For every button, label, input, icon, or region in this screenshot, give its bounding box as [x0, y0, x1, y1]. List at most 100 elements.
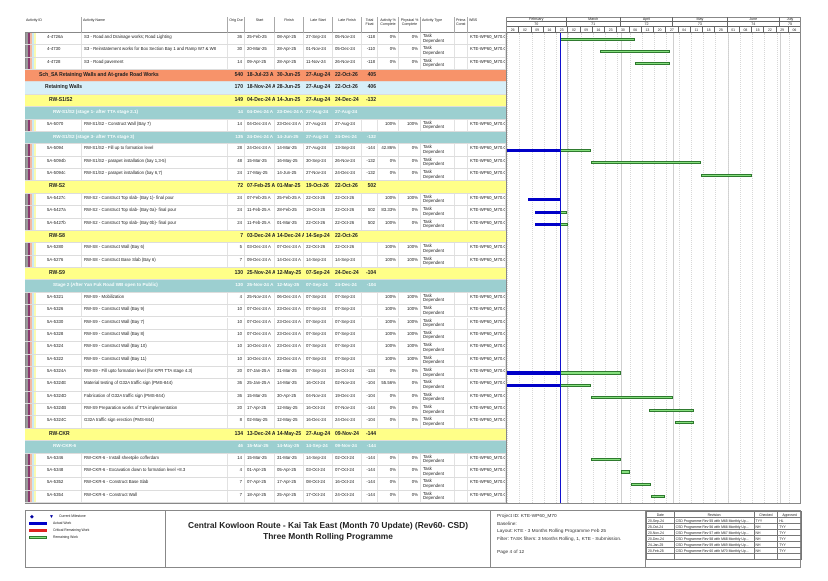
- remaining-work-bar[interactable]: [559, 148, 591, 153]
- wbs-band-row[interactable]: RW-CKR 134 13-Dec-24 A 14-May-25 27-Aug-24 09…: [25, 428, 506, 442]
- activity-row[interactable]: 5A-5352 RW-CKR-6 - Construct Base Slab 7 07…: [25, 478, 506, 491]
- activity-row[interactable]: 5A-5348 RW-CKR-6 - Excavation down to for…: [25, 465, 506, 479]
- cell-late-finish: 09-Nov-24: [335, 443, 357, 449]
- actual-work-bar-icon: [29, 521, 47, 525]
- actual-work-bar[interactable]: [507, 371, 560, 375]
- col-activity-pct[interactable]: Activity % Complete: [378, 17, 399, 33]
- wbs-band-row[interactable]: RW-S1/S2 149 04-Dec-24 A 14-Jun-25 27-Aug-24…: [25, 94, 506, 108]
- activity-row[interactable]: 5A-5324C G32A traffic sign erection (PMS-…: [25, 416, 506, 429]
- activity-row[interactable]: 5A-5324B RW-S9 Preparation works of TTA i…: [25, 404, 506, 417]
- wbs-band-row[interactable]: RW-S2 72 07-Feb-25 A 01-Mar-25 19-Oct-26 22-O…: [25, 181, 506, 194]
- cell-wbs: [468, 70, 506, 81]
- remaining-work-bar[interactable]: [591, 458, 621, 462]
- activity-row[interactable]: 5A-5276 RW-S8 - Construct Base Slab (Bay …: [25, 255, 506, 269]
- cell-late-finish: 07-Sep-24: [333, 329, 362, 342]
- activity-row[interactable]: 5A-5094 RW-S1/S2 - Fill up to formation l…: [25, 144, 506, 157]
- cell-act-pct: [378, 181, 399, 192]
- actual-work-bar[interactable]: [507, 148, 560, 153]
- cell-name: RW-S9: [49, 270, 65, 277]
- cell-name: Fabrication of G32A traffic sign (PMS-84…: [82, 391, 228, 404]
- col-late-start[interactable]: Late Start: [304, 17, 333, 33]
- wbs-band-row[interactable]: RW-S1/S2 (stage 3- after TTA stage 3) 135…: [25, 131, 506, 145]
- activity-row[interactable]: 5A-5094b RW-S1/S2 - parapet installation …: [25, 156, 506, 170]
- activity-row[interactable]: 4-4730 S3 - Reinstatement works for Box S…: [25, 45, 506, 58]
- wbs-band-row[interactable]: RW-S1/S2 (stage 1- after TTA stage 2.1) 1…: [25, 107, 506, 120]
- remaining-work-bar[interactable]: [591, 161, 702, 165]
- col-wbs[interactable]: WBS: [469, 18, 478, 22]
- col-physical-pct[interactable]: Physical % Complete: [399, 17, 421, 33]
- remaining-work-bar[interactable]: [620, 470, 630, 474]
- col-total-float[interactable]: Total Float: [362, 17, 378, 33]
- activity-row[interactable]: 4-4728 S3 - Road pavement 14 09-Apr-25 28-Ap…: [25, 57, 506, 71]
- cell-dur: 4: [228, 465, 245, 478]
- cell-act-type: Task Dependent: [421, 453, 455, 465]
- wbs-band-row[interactable]: RW-S9 130 25-Nov-24 A 12-May-25 07-Sep-24 24-…: [25, 268, 506, 281]
- cell-act-pct: 0%: [378, 465, 399, 478]
- activity-row[interactable]: 5A-5070 RW-S1/S2 - Construct Wall (Bay 7)…: [25, 119, 506, 132]
- cell-phys-pct: 100%: [399, 292, 421, 305]
- activity-row[interactable]: 5A-5094c RW-S1/S2 - parapet installation …: [25, 169, 506, 182]
- remaining-work-bar[interactable]: [559, 371, 621, 375]
- cell-pc: [455, 132, 468, 143]
- actual-work-bar[interactable]: [507, 383, 560, 388]
- activity-row[interactable]: 5A-5280 RW-S8 - Construct Wall (Bay 6) 5 03…: [25, 243, 506, 256]
- col-primary-constraint[interactable]: Prima Const: [455, 17, 468, 33]
- col-activity-id[interactable]: Activity ID: [25, 17, 82, 33]
- remaining-work-bar[interactable]: [591, 396, 674, 400]
- actual-work-bar[interactable]: [535, 210, 560, 214]
- activity-row[interactable]: 5A-5324 RW-S9 - Construct Wall (Bay 10) 10…: [25, 342, 506, 355]
- cell-late-start: 07-Sep-24: [304, 329, 333, 342]
- remaining-work-bar[interactable]: [559, 37, 635, 41]
- col-start[interactable]: Start: [245, 17, 275, 33]
- cell-wbs: [468, 132, 506, 143]
- activity-row[interactable]: 5A-5427a RW-S2 - Construct Top slab- (Bay…: [25, 206, 506, 219]
- col-orig-dur[interactable]: Orig Dur: [228, 17, 245, 33]
- activity-row[interactable]: 5A-5354 RW-CKR-6 - Construct Wall 7 18-Apr-…: [25, 490, 506, 504]
- col-activity-name[interactable]: Activity Name: [82, 17, 228, 33]
- cell-name: Stage 2 (After Yan Fuk Road WB open to P…: [53, 282, 158, 288]
- activity-row[interactable]: 5A-5326 RW-S9 - Construct Wall (Bay 9) 10 0…: [25, 305, 506, 318]
- wbs-band-row[interactable]: RW-S8 7 03-Dec-24 A 14-Dec-24 A 14-Sep-24 22-…: [25, 230, 506, 244]
- activity-row[interactable]: 5A-5324E Material testing of G32A traffic…: [25, 379, 506, 392]
- activity-row[interactable]: 5A-5427b RW-S2 - Construct Top slab- (Bay…: [25, 218, 506, 231]
- remaining-work-bar[interactable]: [634, 62, 670, 66]
- remaining-work-bar[interactable]: [675, 420, 695, 425]
- cell-dur: 24: [228, 206, 245, 218]
- wbs-band-row[interactable]: Retaining Walls 170 18-Nov-24 A 28-Jun-25 27…: [25, 82, 506, 95]
- remaining-work-bar[interactable]: [701, 173, 752, 177]
- activity-row[interactable]: 5A-5324D Fabrication of G32A traffic sign…: [25, 391, 506, 405]
- remaining-work-bar[interactable]: [599, 49, 670, 54]
- actual-work-bar[interactable]: [528, 198, 562, 202]
- wbs-band-row[interactable]: RW-CKR-6 46 15-Mar-25 14-May-25 14-Sep-24 09-…: [25, 441, 506, 454]
- cell-start: 11-Feb-25 A: [245, 218, 275, 230]
- activity-row[interactable]: 4-4726a S3 - Road and Drainage works; Roa…: [25, 33, 506, 46]
- actual-work-bar[interactable]: [535, 223, 560, 227]
- remaining-work-bar[interactable]: [559, 383, 591, 388]
- remaining-work-bar[interactable]: [650, 495, 665, 499]
- activity-row[interactable]: 5A-5324A RW-S9 - Fill upto formation leve…: [25, 366, 506, 380]
- col-finish[interactable]: Finish: [275, 17, 304, 33]
- activity-row[interactable]: 5A-5328 RW-S9 - Construct Wall (Bay 8) 10 0…: [25, 329, 506, 343]
- month-number: 75: [780, 22, 800, 27]
- activity-row[interactable]: 5A-5427c RW-S2 - Construct Top slab- (Bay…: [25, 193, 506, 207]
- wbs-band-row[interactable]: Sch_SA Retaining Walls and At-grade Road…: [25, 70, 506, 83]
- col-activity-type[interactable]: Activity Type: [421, 17, 455, 33]
- activity-row[interactable]: 5A-5346 RW-CKR-6 - Install sheetpile coff…: [25, 453, 506, 466]
- remaining-work-bar[interactable]: [559, 223, 569, 227]
- col-late-finish[interactable]: Late Finish: [333, 17, 362, 33]
- activity-row[interactable]: 5A-5330 RW-S9 - Construct Wall (Bay 7) 10 0…: [25, 317, 506, 330]
- remaining-work-bar[interactable]: [648, 408, 695, 412]
- remaining-work-bar[interactable]: [631, 482, 651, 486]
- cell-start: 04-Dec-24 A: [247, 109, 274, 115]
- wbs-band-row[interactable]: Stage 2 (After Yan Fuk Road WB open to P…: [25, 280, 506, 293]
- title-block: Central Kowloon Route - Kai Tak East (Mo…: [166, 511, 491, 567]
- cell-phys-pct: 100%: [399, 305, 421, 317]
- cell-wbs: [468, 95, 506, 106]
- week-label: 25: [715, 27, 728, 33]
- cell-start: 07-Feb-25 A: [247, 183, 275, 190]
- activity-row[interactable]: 5A-5322 RW-S9 - Construct Wall (Bay 11) 10…: [25, 354, 506, 367]
- cell-phys-pct: 100%: [399, 255, 421, 268]
- cell-pc: [455, 268, 468, 279]
- cell-act-pct: 0%: [378, 453, 399, 465]
